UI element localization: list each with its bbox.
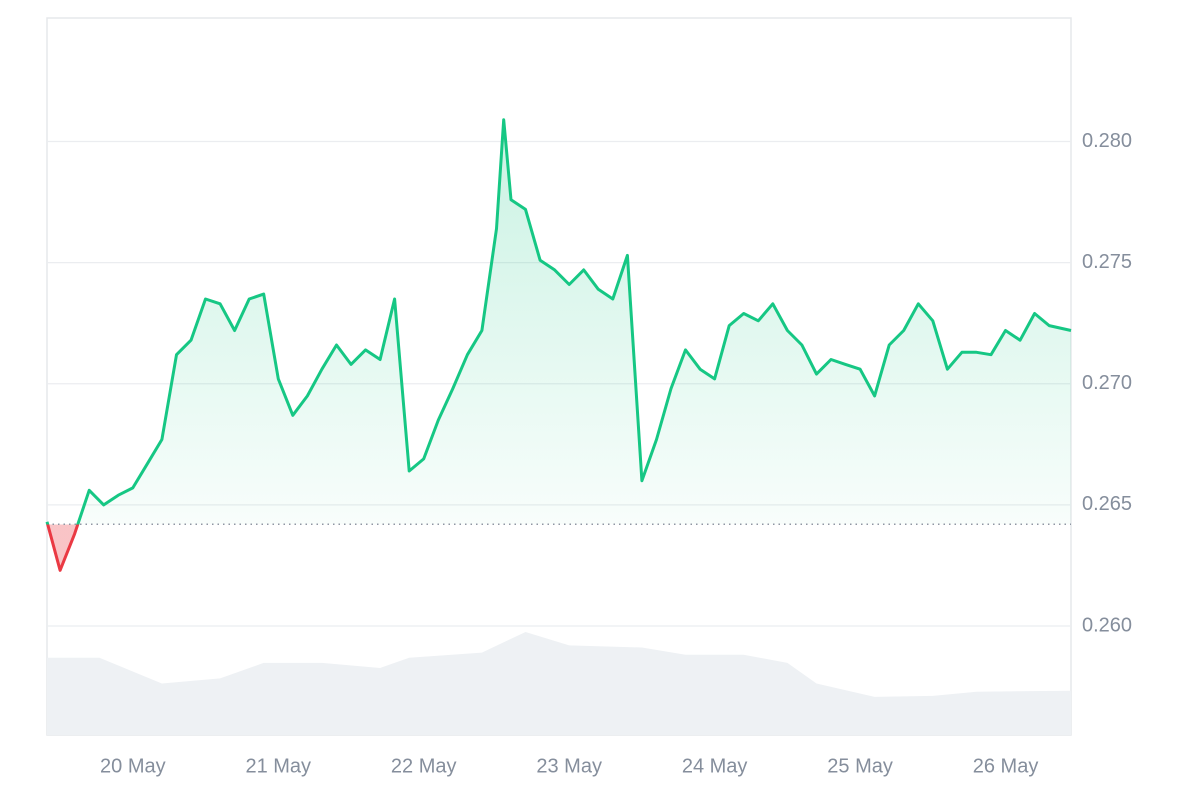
y-tick-label: 0.270 <box>1082 372 1132 394</box>
y-tick-label: 0.260 <box>1082 614 1132 636</box>
x-tick-label: 20 May <box>100 755 166 777</box>
x-tick-label: 25 May <box>827 755 893 777</box>
y-tick-label: 0.280 <box>1082 130 1132 152</box>
y-tick-label: 0.265 <box>1082 493 1132 515</box>
y-tick-label: 0.275 <box>1082 251 1132 273</box>
x-tick-label: 26 May <box>973 755 1039 777</box>
x-tick-label: 22 May <box>391 755 457 777</box>
price-area <box>47 119 1071 571</box>
x-tick-label: 24 May <box>682 755 748 777</box>
x-tick-label: 21 May <box>245 755 311 777</box>
price-line <box>45 118 1072 572</box>
volume-area <box>47 632 1071 735</box>
x-tick-label: 23 May <box>536 755 602 777</box>
